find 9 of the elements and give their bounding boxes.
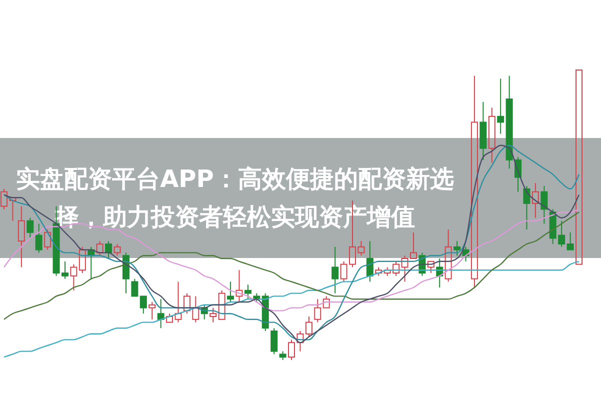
candlestick	[540, 186, 548, 224]
candlestick	[506, 75, 513, 170]
candlestick	[488, 107, 496, 164]
candlestick	[497, 78, 504, 134]
candlestick	[18, 206, 25, 268]
candlestick	[332, 246, 339, 294]
candlestick	[480, 101, 487, 160]
candlestick	[157, 298, 164, 329]
candlestick	[532, 182, 539, 218]
